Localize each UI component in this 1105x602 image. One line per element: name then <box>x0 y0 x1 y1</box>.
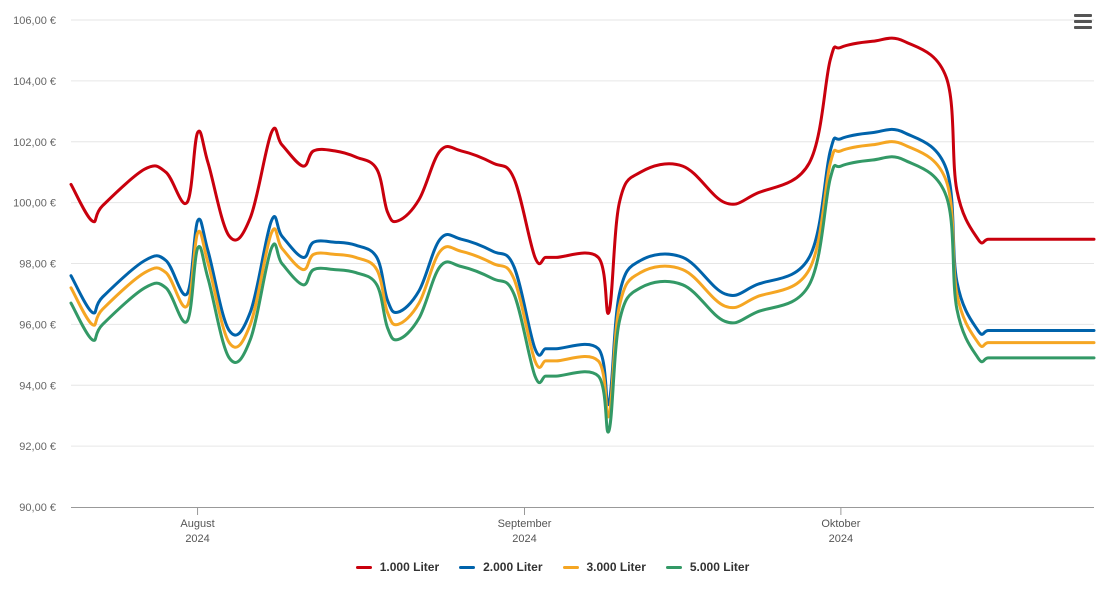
y-tick-label: 96,00 € <box>19 319 56 331</box>
legend-label: 3.000 Liter <box>586 560 646 574</box>
legend-item-4[interactable]: 5.000 Liter <box>665 560 750 574</box>
y-tick-label: 104,00 € <box>13 76 56 88</box>
y-axis: 90,00 € 92,00 € 94,00 € 96,00 € 98,00 € 100,0… <box>13 15 56 514</box>
legend: 1.000 Liter 2.000 Liter 3.000 Liter 5.000 L… <box>0 560 1105 574</box>
x-tick-label-year: 2024 <box>829 533 853 545</box>
y-tick-label: 100,00 € <box>13 198 56 210</box>
legend-item-1[interactable]: 1.000 Liter <box>355 560 440 574</box>
legend-item-2[interactable]: 2.000 Liter <box>459 560 543 574</box>
series-line-4[interactable] <box>69 155 1096 434</box>
legend-item-3[interactable]: 3.000 Liter <box>562 560 646 574</box>
y-tick-label: 106,00 € <box>13 15 56 27</box>
x-tick-label-month: Oktober <box>821 518 860 530</box>
x-axis: August 2024 September 2024 Oktober 2024 <box>71 507 1094 545</box>
legend-label: 1.000 Liter <box>379 560 440 574</box>
y-tick-label: 92,00 € <box>19 441 56 453</box>
x-tick-label-month: August <box>180 518 214 530</box>
x-tick-label-year: 2024 <box>185 533 209 545</box>
legend-swatch <box>355 565 372 569</box>
y-tick-label: 98,00 € <box>19 259 56 271</box>
y-tick-label: 102,00 € <box>13 137 56 149</box>
legend-swatch <box>459 565 476 569</box>
y-tick-label: 90,00 € <box>19 502 56 514</box>
legend-label: 2.000 Liter <box>483 560 543 574</box>
series-line-3[interactable] <box>69 140 1096 419</box>
x-tick-label-year: 2024 <box>512 533 536 545</box>
series-line-1[interactable] <box>69 36 1096 315</box>
hamburger-menu-icon[interactable] <box>1072 12 1094 32</box>
legend-label: 5.000 Liter <box>689 560 750 574</box>
x-tick-label-month: September <box>498 518 552 530</box>
legend-swatch <box>562 565 579 569</box>
grid-lines <box>71 19 1094 447</box>
series-line-2[interactable] <box>69 127 1096 407</box>
y-tick-label: 94,00 € <box>19 380 56 392</box>
legend-swatch <box>665 565 682 569</box>
series-lines <box>69 36 1096 434</box>
